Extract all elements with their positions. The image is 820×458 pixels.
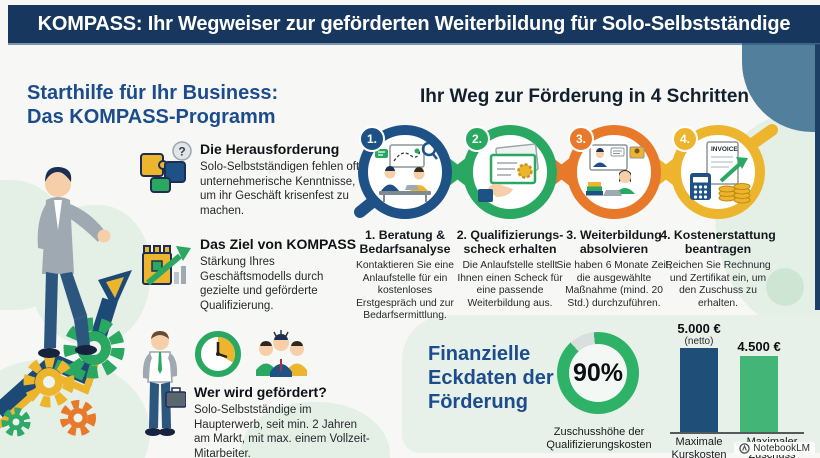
entrepreneur-illustration xyxy=(0,166,132,437)
eligibility-item: Wer wird gefördert? Solo-Selbstständige … xyxy=(138,330,376,458)
step-circle-4: INVOICE xyxy=(671,125,765,219)
step-text-1: 1. Beratung & Bedarfsanalyse Kontaktiere… xyxy=(347,228,463,323)
step-number-badge: 4. xyxy=(672,126,698,152)
item-title: Wer wird gefördert? xyxy=(194,384,327,400)
headline-line1: Starthilfe für Ihr Business: xyxy=(27,82,279,104)
step-body: Reichen Sie Rechnung und Zertifikat ein,… xyxy=(665,260,771,309)
notebooklm-logo-icon xyxy=(739,443,751,454)
step-number-badge: 3. xyxy=(568,126,594,152)
bar-value-note: (netto) xyxy=(684,336,714,348)
step-text-2: 2. Qualifizierungs-scheck erhalten Die A… xyxy=(452,228,568,310)
bar-chart: 5.000 € (netto) 4.500 € xyxy=(670,321,804,434)
businessman-icon xyxy=(142,331,186,436)
step-body: Kontaktieren Sie eine Anlaufstelle für e… xyxy=(356,260,454,322)
watermark-label: NotebookLM xyxy=(753,443,810,454)
step-number-badge: 1. xyxy=(359,126,385,152)
edge-decoration xyxy=(815,44,820,310)
bar-max-zuschuss xyxy=(740,356,778,432)
bar-value-label: 5.000 € (netto) xyxy=(670,321,728,348)
reimbursement-icon: INVOICE xyxy=(690,141,751,204)
puzzle-icon: ? xyxy=(140,141,192,193)
goal-item: Das Ziel von KOMPASS Stärkung Ihres Gesc… xyxy=(138,236,360,314)
bar-value-label: 4.500 € xyxy=(737,339,781,354)
step-text-3: 3. Weiterbildung absolvieren Sie haben 6… xyxy=(556,228,672,310)
step-title: 1. Beratung & Bedarfsanalyse xyxy=(359,228,451,257)
step-title: 2. Qualifizierungs-scheck erhalten xyxy=(456,228,564,257)
step-body: Die Anlaufstelle stellt Ihnen einen Sche… xyxy=(457,260,563,309)
step-circle-1 xyxy=(358,125,452,219)
item-body: Solo-Selbstständigen fehlen oft unterneh… xyxy=(200,161,360,218)
section-title-left: Starthilfe für Ihr Business: Das KOMPASS… xyxy=(27,82,278,129)
item-body: Solo-Selbstständige im Haupterwerb, seit… xyxy=(194,404,370,458)
challenge-item: ? Die Herausforderung Solo-Selbstständig… xyxy=(138,141,372,219)
bar-axis-label: Maximale Kurskosten xyxy=(671,436,727,458)
item-body: Stärkung Ihres Geschäftsmodells durch ge… xyxy=(200,256,324,313)
background-blob xyxy=(766,268,804,306)
certificate-icon xyxy=(478,143,539,202)
clock-icon xyxy=(195,331,241,377)
team-icon xyxy=(256,330,307,377)
header-title: KOMPASS: Ihr Wegweiser zur geförderten W… xyxy=(37,12,791,35)
bar-max-kurskosten xyxy=(680,348,718,432)
donut-caption: Zuschusshöhe der Qualifizierungskosten xyxy=(546,426,652,452)
donut-center-value: 90% xyxy=(569,344,627,402)
svg-text:?: ? xyxy=(178,145,185,159)
training-icon xyxy=(586,144,645,196)
item-title: Die Herausforderung xyxy=(200,141,340,157)
header-banner: KOMPASS: Ihr Wegweiser zur geförderten W… xyxy=(8,5,820,43)
step-title: 3. Weiterbildung absolvieren xyxy=(566,228,662,257)
step-title: 4. Kostenerstattung beantragen xyxy=(660,228,776,257)
financial-title: Finanzielle Eckdaten der Förderung xyxy=(428,343,554,413)
watermark: NotebookLM xyxy=(734,442,815,455)
item-title: Das Ziel von KOMPASS xyxy=(200,236,357,252)
donut-chart: 90% xyxy=(557,332,639,414)
section-title-steps: Ihr Weg zur Förderung in 4 Schritten xyxy=(420,86,750,107)
castle-growth-icon xyxy=(142,245,191,286)
step-number-badge: 2. xyxy=(464,126,490,152)
svg-text:INVOICE: INVOICE xyxy=(711,146,738,153)
step-text-4: 4. Kostenerstattung beantragen Reichen S… xyxy=(660,228,776,310)
step-body: Sie haben 6 Monate Zeit, die ausgewählte… xyxy=(556,260,672,309)
consultation-icon xyxy=(375,141,438,202)
headline-line2: Das KOMPASS-Programm xyxy=(27,105,276,128)
